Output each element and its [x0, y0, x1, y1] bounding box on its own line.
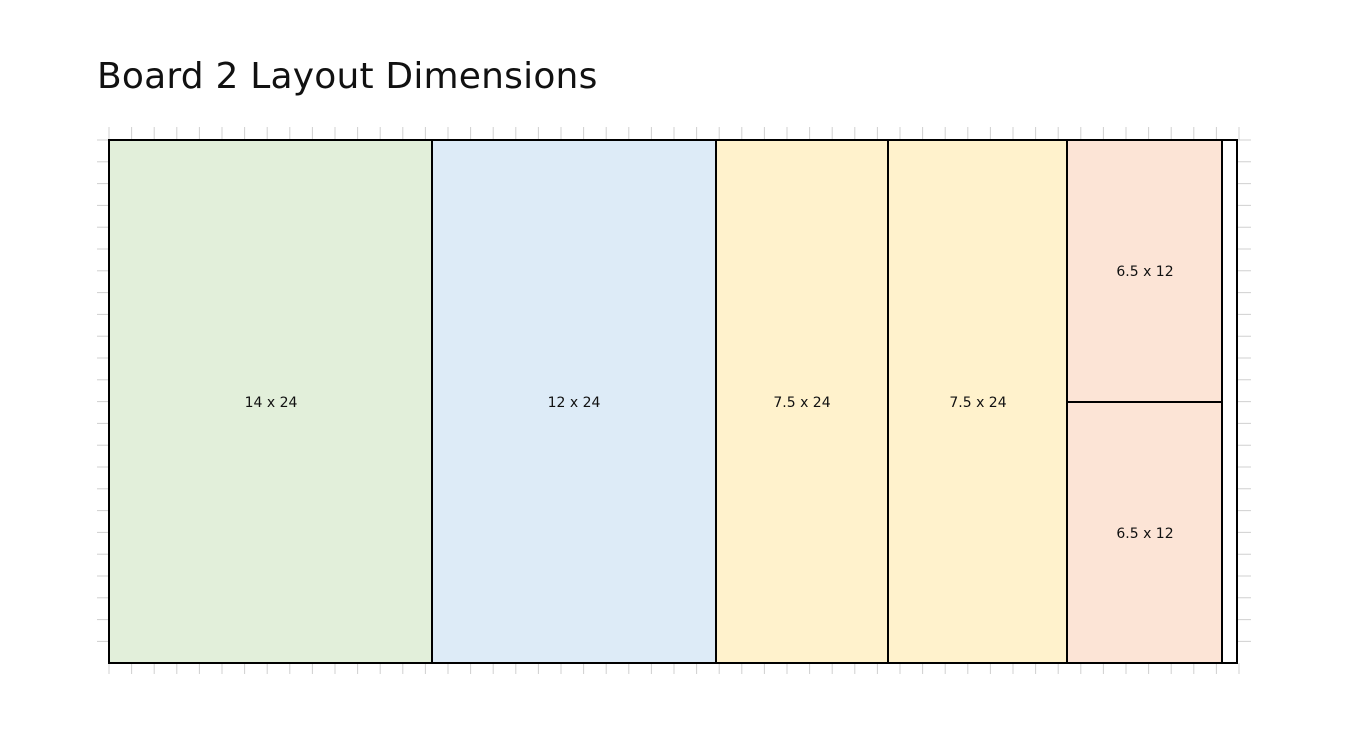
piece-label-6: 6.5 x 12 [1116, 526, 1173, 542]
page-title: Board 2 Layout Dimensions [97, 56, 598, 97]
piece-label-2: 12 x 24 [548, 395, 601, 411]
piece-rect-6 [1066, 401, 1223, 664]
piece-rect-5 [1066, 139, 1223, 403]
piece-label-4: 7.5 x 24 [949, 395, 1006, 411]
piece-label-3: 7.5 x 24 [773, 395, 830, 411]
piece-labels: 14 x 24 12 x 24 7.5 x 24 7.5 x 24 6.5 x … [245, 264, 1174, 542]
offcut-rect [1221, 139, 1238, 664]
piece-rect-4 [887, 139, 1068, 664]
pieces [108, 139, 1238, 664]
piece-rect-3 [715, 139, 889, 664]
piece-rect-2 [431, 139, 717, 664]
piece-rect-1 [108, 139, 433, 664]
piece-label-5: 6.5 x 12 [1116, 264, 1173, 280]
piece-label-1: 14 x 24 [245, 395, 298, 411]
